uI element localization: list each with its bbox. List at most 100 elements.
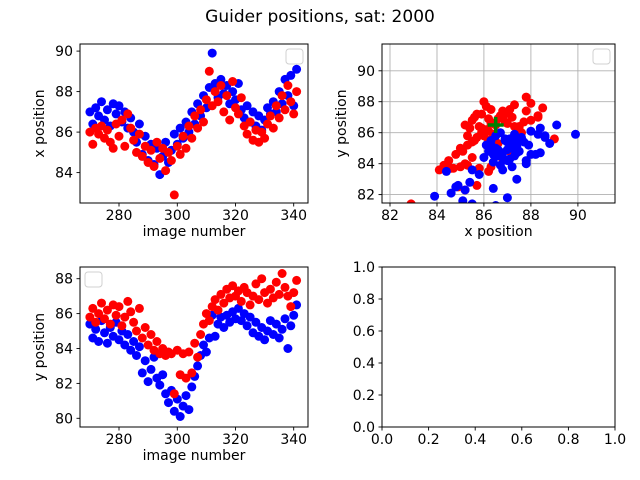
scatter-point <box>190 338 200 348</box>
plot-area <box>406 92 580 203</box>
scatter-point <box>472 180 482 190</box>
scatter-point <box>535 148 545 158</box>
scatter-point <box>292 87 302 97</box>
scatter-point <box>533 112 543 122</box>
scatter-point <box>210 331 220 341</box>
scatter-point <box>451 182 461 192</box>
scatter-point <box>100 314 109 324</box>
legend-box <box>84 271 103 288</box>
y-tick-label: 0.2 <box>353 388 375 404</box>
y-tick-label: 84 <box>55 342 73 358</box>
scatter-point <box>123 330 133 339</box>
x-tick-label: 82 <box>381 208 399 224</box>
scatter-point <box>242 101 252 111</box>
scatter-point <box>175 149 185 159</box>
y-tick-label: 90 <box>357 64 375 80</box>
scatter-point <box>94 309 104 319</box>
scatter-point <box>245 300 255 310</box>
scatter-point <box>472 109 482 119</box>
scatter-point <box>286 97 296 107</box>
scatter-point <box>88 139 98 149</box>
scatter-point <box>434 165 444 175</box>
scatter-point <box>178 131 188 141</box>
scatter-point <box>280 105 290 115</box>
scatter-point <box>88 303 98 313</box>
scatter-point <box>201 309 211 319</box>
x-axis-label: x position <box>464 224 532 240</box>
scatter-point <box>199 340 208 350</box>
scatter-point <box>502 193 512 203</box>
scatter-point <box>169 389 179 399</box>
y-tick-label: 86 <box>55 125 73 141</box>
scatter-point <box>484 114 494 124</box>
scatter-point <box>146 330 156 339</box>
scatter-point <box>263 298 272 308</box>
scatter-point <box>481 140 491 150</box>
scatter-point <box>502 137 512 147</box>
scatter-point <box>268 123 278 133</box>
x-tick-label: 280 <box>106 208 133 224</box>
scatter-point <box>193 123 203 133</box>
scatter-point <box>146 145 156 155</box>
scatter-point <box>488 157 498 167</box>
scatter-point <box>187 368 197 378</box>
y-tick-label: 0.6 <box>353 324 375 340</box>
scatter-point <box>446 188 456 198</box>
scatter-point <box>117 115 127 125</box>
subplot-empty-axes: 0.0 0.2 0.4 0.6 0.8 1.0 0.0 0.2 0.4 0.6 0.8 1.0 <box>353 260 626 448</box>
scatter-point <box>467 199 477 203</box>
scatter-point <box>193 352 203 362</box>
scatter-point <box>460 120 470 130</box>
scatter-point <box>134 119 144 129</box>
x-tick-label: 84 <box>428 208 446 224</box>
scatter-point <box>196 105 206 115</box>
scatter-point <box>132 326 141 336</box>
scatter-point <box>493 151 503 161</box>
scatter-point <box>260 133 270 143</box>
scatter-point <box>406 199 416 203</box>
scatter-point <box>169 190 179 200</box>
scatter-point <box>166 156 176 165</box>
scatter-point <box>129 337 139 346</box>
subplot-x-position-vs-image-number: 280 300 320 340 84 86 88 90 image number x positi… <box>32 43 309 240</box>
scatter-point <box>228 281 238 291</box>
scatter-point <box>507 112 517 122</box>
axes-spines <box>79 266 309 428</box>
scatter-point <box>100 328 109 338</box>
scatter-point <box>201 95 211 105</box>
scatter-point <box>169 406 179 416</box>
scatter-point <box>242 321 252 331</box>
scatter-point <box>265 111 275 121</box>
scatter-point <box>175 412 185 421</box>
scatter-point <box>140 356 150 366</box>
scatter-point <box>126 345 136 355</box>
scatter-point <box>204 66 214 76</box>
scatter-point <box>474 163 484 173</box>
scatter-point <box>274 289 284 299</box>
scatter-point <box>114 302 124 312</box>
scatter-point <box>245 312 255 322</box>
y-tick-label: 80 <box>55 411 73 427</box>
scatter-point <box>196 330 206 339</box>
scatter-point <box>158 370 168 380</box>
scatter-point <box>526 115 536 125</box>
subplot-y-position-vs-image-number: 280 300 320 340 80 82 84 86 88 image number y posi… <box>32 266 309 464</box>
scatter-point <box>222 91 232 101</box>
scatter-point <box>213 305 223 315</box>
scatter-point <box>143 340 153 350</box>
scatter-point <box>517 132 526 142</box>
scatter-point <box>233 303 243 313</box>
y-axis-label: x position <box>32 89 48 157</box>
scatter-point <box>242 129 252 139</box>
scatter-point <box>277 91 287 101</box>
legend-box <box>285 48 304 65</box>
scatter-point <box>286 302 296 312</box>
scatter-point <box>265 284 275 294</box>
scatter-point <box>137 151 147 161</box>
scatter-point <box>126 307 136 317</box>
scatter-point <box>274 113 284 123</box>
legend-box <box>592 48 611 65</box>
scatter-point <box>451 149 461 159</box>
scatter-point <box>477 123 487 133</box>
y-tick-label: 88 <box>357 95 375 111</box>
